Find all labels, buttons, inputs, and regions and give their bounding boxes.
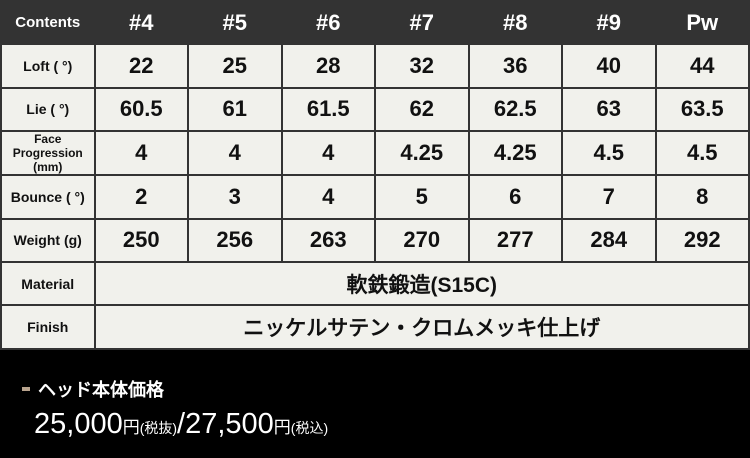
spec-value: 263 xyxy=(280,217,376,263)
spec-value: 61 xyxy=(187,86,283,133)
club-header: #9 xyxy=(561,0,657,46)
spec-value: 7 xyxy=(561,174,657,220)
price-section: ヘッド本体価格 25,000円(税抜)/27,500円(税込) xyxy=(0,350,750,441)
spec-value: 4 xyxy=(280,174,376,220)
yen: 円 xyxy=(122,417,140,437)
spec-value: 62.5 xyxy=(467,86,563,133)
price-title-text: ヘッド本体価格 xyxy=(38,379,164,400)
row-label: Lie ( °) xyxy=(0,86,96,133)
spec-value: 22 xyxy=(93,43,189,89)
material-value: 軟鉄鍛造(S15C) xyxy=(93,260,750,307)
yen: 円 xyxy=(273,417,291,437)
spec-value: 63.5 xyxy=(654,86,750,133)
spec-value: 61.5 xyxy=(280,86,376,133)
row-label: Bounce ( °) xyxy=(0,174,96,220)
club-header: #8 xyxy=(467,0,563,46)
spec-value: 36 xyxy=(467,43,563,89)
club-header: Pw xyxy=(654,0,750,46)
spec-value: 4.5 xyxy=(561,130,657,177)
price-excl: 25,000 xyxy=(34,407,123,440)
spec-value: 4 xyxy=(280,130,376,177)
finish-row: Finish ニッケルサテン・クロムメッキ仕上げ xyxy=(0,304,750,350)
spec-value: 277 xyxy=(467,217,563,263)
spec-value: 292 xyxy=(654,217,750,263)
spec-value: 44 xyxy=(654,43,750,89)
club-header: #6 xyxy=(280,0,376,46)
club-header: #4 xyxy=(93,0,189,46)
spec-value: 25 xyxy=(187,43,283,89)
row-label: Loft ( °) xyxy=(0,43,96,89)
spec-row: Face Progression (mm) 4 4 4 4.25 4.25 4.5 4.5 xyxy=(0,130,750,177)
club-header: #7 xyxy=(374,0,470,46)
tax-excl-note: (税抜) xyxy=(139,419,178,436)
spec-value: 4 xyxy=(187,130,283,177)
club-header: #5 xyxy=(187,0,283,46)
contents-header: Contents xyxy=(0,0,96,46)
spec-value: 63 xyxy=(561,86,657,133)
spec-value: 4.25 xyxy=(374,130,470,177)
spec-value: 4.5 xyxy=(654,130,750,177)
price-amount: 25,000円(税抜)/27,500円(税込) xyxy=(34,408,750,441)
spec-value: 256 xyxy=(187,217,283,263)
header-row: Contents #4 #5 #6 #7 #8 #9 Pw xyxy=(0,0,750,46)
price-title: ヘッド本体価格 xyxy=(22,376,750,402)
separator: / xyxy=(177,407,186,440)
spec-value: 250 xyxy=(93,217,189,263)
spec-value: 5 xyxy=(374,174,470,220)
spec-value: 270 xyxy=(374,217,470,263)
spec-value: 40 xyxy=(561,43,657,89)
material-row: Material 軟鉄鍛造(S15C) xyxy=(0,260,750,307)
spec-value: 4.25 xyxy=(467,130,563,177)
spec-value: 32 xyxy=(374,43,470,89)
spec-row: Lie ( °) 60.5 61 61.5 62 62.5 63 63.5 xyxy=(0,86,750,133)
finish-value: ニッケルサテン・クロムメッキ仕上げ xyxy=(93,304,750,350)
spec-value: 284 xyxy=(561,217,657,263)
dash-icon xyxy=(22,386,30,391)
spec-value: 2 xyxy=(93,174,189,220)
tax-incl-note: (税込) xyxy=(290,419,329,436)
spec-value: 62 xyxy=(374,86,470,133)
spec-value: 28 xyxy=(280,43,376,89)
spec-value: 60.5 xyxy=(93,86,189,133)
spec-value: 8 xyxy=(654,174,750,220)
spec-row: Loft ( °) 22 25 28 32 36 40 44 xyxy=(0,43,750,89)
price-incl: 27,500 xyxy=(185,407,274,440)
spec-value: 6 xyxy=(467,174,563,220)
spec-value: 3 xyxy=(187,174,283,220)
spec-row: Bounce ( °) 2 3 4 5 6 7 8 xyxy=(0,174,750,220)
row-label: Material xyxy=(0,260,96,307)
spec-table: Contents #4 #5 #6 #7 #8 #9 Pw Loft ( °) 2… xyxy=(0,0,750,350)
row-label: Weight (g) xyxy=(0,217,96,263)
spec-value: 4 xyxy=(93,130,189,177)
spec-row: Weight (g) 250 256 263 270 277 284 292 xyxy=(0,217,750,263)
row-label: Finish xyxy=(0,304,96,350)
row-label: Face Progression (mm) xyxy=(0,130,96,177)
